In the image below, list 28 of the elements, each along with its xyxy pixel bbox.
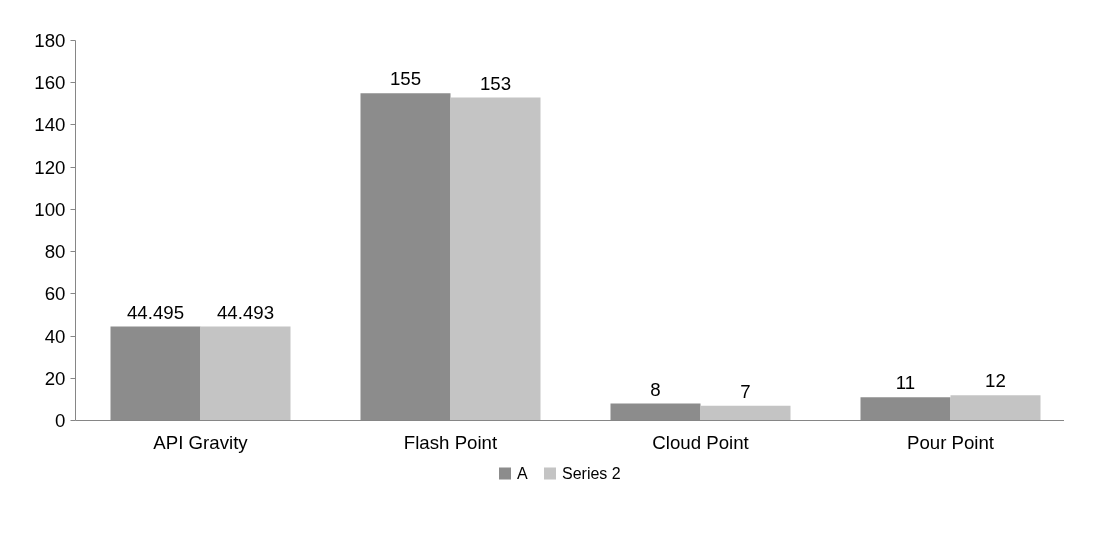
y-tick-label: 120: [34, 156, 66, 178]
x-tick-label: API Gravity: [153, 431, 249, 453]
x-tick-label: Pour Point: [906, 431, 995, 453]
y-tick-label: 140: [34, 114, 66, 136]
bar: [450, 97, 541, 421]
y-tick-label: 100: [34, 198, 66, 220]
data-label: 12: [985, 370, 1006, 392]
data-label: 7: [740, 380, 751, 402]
data-label: 155: [389, 68, 422, 90]
data-label: 11: [895, 372, 916, 394]
legend-label: Series 2: [562, 465, 621, 482]
y-tick-label: 20: [44, 367, 66, 389]
y-tick-label: 60: [44, 283, 66, 305]
x-tick-label: Cloud Point: [652, 431, 750, 453]
data-label: 44.495: [126, 301, 185, 323]
y-tick-label: 180: [34, 30, 66, 51]
y-tick-label: 80: [44, 241, 66, 263]
bar: [200, 326, 291, 421]
bar: [700, 405, 791, 421]
data-label: 153: [479, 72, 512, 94]
data-label: 8: [650, 378, 661, 400]
bar: [950, 395, 1041, 421]
x-tick-label: Flash Point: [403, 431, 498, 453]
y-tick-label: 40: [44, 325, 66, 347]
y-tick-label: 160: [34, 72, 66, 94]
legend-label: A: [517, 465, 528, 482]
data-label: 44.493: [216, 301, 275, 323]
y-tick-label: 0: [55, 410, 66, 431]
